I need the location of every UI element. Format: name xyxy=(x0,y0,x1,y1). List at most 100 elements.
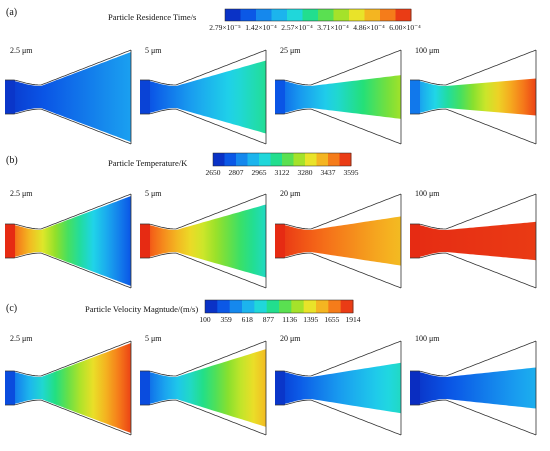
nozzle-case xyxy=(410,193,537,289)
panel-a-case-labels: 2.5 μm 5 μm 25 μm 100 μm xyxy=(10,46,440,55)
colorbar-segment xyxy=(224,153,237,166)
particle-jet xyxy=(140,60,266,134)
panel-a-title: Particle Residence Time/s xyxy=(108,12,196,22)
nozzle-wall-top xyxy=(5,49,132,86)
nozzle-wall-top xyxy=(410,193,537,230)
panel-c-colorbar: 100 359 618 877 1136 1395 1655 1914 xyxy=(199,299,361,324)
panel-a-colorbar: 2.79×10⁻⁵ 1.42×10⁻⁴ 2.57×10⁻⁴ 3.71×10⁻⁴ 4.86… xyxy=(209,8,421,32)
colorbar-tick-label: 618 xyxy=(242,315,254,324)
nozzle-inlet xyxy=(5,371,15,405)
colorbar-segment xyxy=(318,9,334,21)
colorbar-segment xyxy=(293,153,306,166)
panel-b-nozzles xyxy=(5,193,537,289)
colorbar-segment xyxy=(240,9,257,21)
colorbar-segment xyxy=(380,9,396,21)
case-size-label: 5 μm xyxy=(145,46,162,55)
colorbar-segment xyxy=(291,300,305,313)
nozzle-wall-bottom xyxy=(140,252,267,289)
colorbar-frame xyxy=(212,152,352,167)
case-size-label: 100 μm xyxy=(415,46,440,55)
nozzle-wall-bottom xyxy=(410,108,537,145)
colorbar-segment xyxy=(225,9,241,21)
nozzle-case xyxy=(140,193,267,289)
colorbar-tick-label: 2965 xyxy=(252,168,267,177)
colorbar-segment xyxy=(279,300,292,313)
colorbar-segment xyxy=(242,300,255,313)
colorbar-tick-label: 3437 xyxy=(321,168,336,177)
colorbar-segment xyxy=(287,9,303,21)
nozzle-wall-bottom xyxy=(275,252,402,289)
nozzle-case xyxy=(140,340,267,436)
nozzle-wall-bottom xyxy=(5,108,132,145)
nozzle-wall-bottom xyxy=(410,252,537,289)
panel-c: (c) Particle Velocity Magntude/(m/s) 100… xyxy=(5,299,537,436)
colorbar-tick-label: 1914 xyxy=(346,315,361,324)
panel-b-title: Particle Temperature/K xyxy=(108,158,188,168)
colorbar-segment xyxy=(328,153,340,166)
nozzle-inlet xyxy=(5,80,15,114)
colorbar-tick-label: 2.79×10⁻⁵ xyxy=(209,23,241,32)
colorbar-tick-label: 3595 xyxy=(344,168,359,177)
colorbar-segment xyxy=(316,300,329,313)
nozzle-case xyxy=(410,340,537,436)
colorbar-tick-label: 1.42×10⁻⁴ xyxy=(245,23,277,32)
nozzle-case xyxy=(5,49,132,145)
colorbar-segment xyxy=(259,153,271,166)
panel-c-nozzles xyxy=(5,340,537,436)
panel-b-case-labels: 2.5 μm 5 μm 20 μm 100 μm xyxy=(10,189,440,198)
colorbar-segment xyxy=(395,9,412,21)
nozzle-wall-top xyxy=(410,340,537,377)
particle-jet xyxy=(275,216,401,266)
colorbar-tick-label: 1395 xyxy=(303,315,318,324)
case-size-label: 2.5 μm xyxy=(10,189,33,198)
case-size-label: 5 μm xyxy=(145,334,162,343)
nozzle-wall-top xyxy=(140,193,267,230)
case-size-label: 2.5 μm xyxy=(10,334,33,343)
nozzle-inlet xyxy=(140,80,150,114)
nozzle-inlet xyxy=(410,80,420,114)
nozzle-inlet xyxy=(275,371,285,405)
colorbar-tick-label: 877 xyxy=(263,315,275,324)
colorbar-segment xyxy=(305,153,317,166)
nozzle-wall-top xyxy=(140,49,267,86)
nozzle-inlet xyxy=(5,224,15,258)
colorbar-tick-label: 359 xyxy=(220,315,232,324)
particle-jet xyxy=(5,343,131,433)
colorbar-segment xyxy=(205,300,218,313)
colorbar-segment xyxy=(266,300,280,313)
colorbar-segment xyxy=(349,9,365,21)
case-size-label: 100 μm xyxy=(415,189,440,198)
nozzle-wall-bottom xyxy=(140,399,267,436)
colorbar-segment xyxy=(213,153,225,166)
panel-b: (b) Particle Temperature/K 2650 2807 2965 3… xyxy=(5,152,537,289)
colorbar-segment xyxy=(303,300,317,313)
particle-jet xyxy=(275,362,401,414)
colorbar-segment xyxy=(333,9,350,21)
nozzle-wall-bottom xyxy=(275,108,402,145)
particle-jet xyxy=(275,75,401,119)
colorbar-tick-label: 100 xyxy=(199,315,211,324)
nozzle-case xyxy=(275,340,402,436)
panel-c-case-labels: 2.5 μm 5 μm 20 μm 100 μm xyxy=(10,334,440,343)
nozzle-wall-bottom xyxy=(140,108,267,145)
panel-a: (a) Particle Residence Time/s 2.79×10⁻⁵ 1… xyxy=(5,7,537,145)
colorbar-segment xyxy=(282,153,294,166)
colorbar-segment xyxy=(302,9,319,21)
colorbar-tick-label: 2.57×10⁻⁴ xyxy=(281,23,313,32)
case-size-label: 5 μm xyxy=(145,189,162,198)
particle-jet xyxy=(410,221,536,261)
colorbar-tick-label: 2807 xyxy=(229,168,244,177)
colorbar-segment xyxy=(236,153,248,166)
nozzle-case xyxy=(140,49,267,145)
panel-b-label: (b) xyxy=(6,155,18,166)
particle-jet xyxy=(410,78,536,116)
nozzle-case xyxy=(410,49,537,145)
nozzle-wall-bottom xyxy=(5,252,132,289)
colorbar-tick-label: 3280 xyxy=(298,168,313,177)
nozzle-case xyxy=(275,49,402,145)
nozzle-wall-top xyxy=(5,193,132,230)
particle-jet xyxy=(5,196,131,286)
colorbar-segment xyxy=(270,153,283,166)
colorbar-segment xyxy=(340,300,354,313)
